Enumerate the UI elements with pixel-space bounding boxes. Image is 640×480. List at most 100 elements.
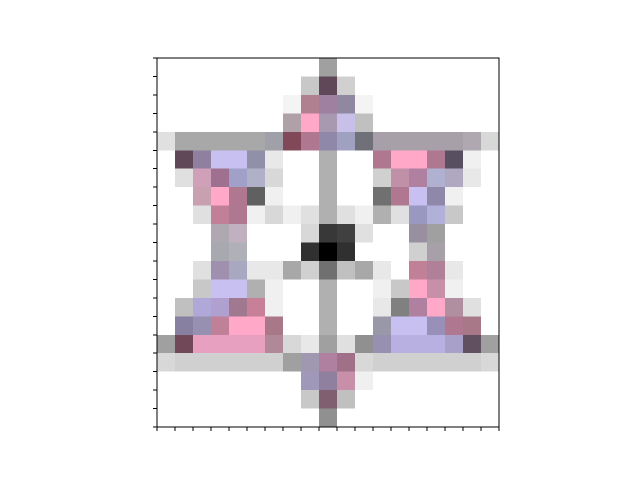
pixel [193, 334, 212, 354]
pixel [175, 408, 194, 428]
pixel [373, 94, 392, 114]
pixel [211, 334, 230, 354]
pixel [337, 260, 356, 280]
pixel [355, 334, 374, 354]
pixel [355, 131, 374, 151]
pixel [319, 150, 338, 170]
pixel [301, 205, 320, 225]
pixel [247, 76, 266, 96]
pixel [319, 390, 338, 410]
pixel [445, 131, 464, 151]
pixel [265, 408, 284, 428]
pixel [427, 187, 446, 207]
pixel [463, 168, 482, 188]
pixel [283, 316, 302, 336]
pixel [157, 224, 176, 243]
pixel [463, 316, 482, 336]
pixel [409, 205, 428, 225]
pixel [463, 150, 482, 170]
pixel [373, 260, 392, 280]
pixel [283, 408, 302, 428]
pixel [481, 279, 500, 299]
pixel [247, 316, 266, 336]
pixel [157, 94, 176, 114]
pixel [157, 58, 176, 77]
pixel [427, 316, 446, 336]
pixel [229, 260, 248, 280]
pixel [355, 76, 374, 96]
pixel [373, 205, 392, 225]
pixel [481, 353, 500, 373]
pixel [445, 371, 464, 391]
pixel [319, 205, 338, 225]
pixel [283, 242, 302, 262]
pixel [409, 76, 428, 96]
pixel [445, 408, 464, 428]
pixel [337, 408, 356, 428]
pixel [427, 58, 446, 77]
pixel [301, 260, 320, 280]
pixel [391, 353, 410, 373]
pixel [337, 131, 356, 151]
pixel [373, 371, 392, 391]
pixel [481, 113, 500, 133]
pixel [175, 76, 194, 96]
pixel [337, 297, 356, 317]
pixel [391, 187, 410, 207]
pixel [283, 94, 302, 114]
pixel [373, 242, 392, 262]
pixel [247, 58, 266, 77]
pixel [481, 316, 500, 336]
pixel [229, 390, 248, 410]
pixel [355, 113, 374, 133]
pixel [175, 58, 194, 77]
pixel [319, 371, 338, 391]
pixel [229, 113, 248, 133]
pixel [265, 150, 284, 170]
pixel [283, 150, 302, 170]
pixel [391, 408, 410, 428]
pixel [445, 297, 464, 317]
pixel [337, 279, 356, 299]
pixel [427, 150, 446, 170]
pixel [175, 131, 194, 151]
pixel [355, 353, 374, 373]
pixel [373, 224, 392, 243]
pixel [265, 131, 284, 151]
pixel [319, 408, 338, 428]
pixel [247, 353, 266, 373]
pixel [427, 205, 446, 225]
pixel [265, 297, 284, 317]
pixel [391, 205, 410, 225]
pixel [265, 168, 284, 188]
pixel [355, 205, 374, 225]
pixel [409, 113, 428, 133]
pixel [193, 371, 212, 391]
pixel [481, 334, 500, 354]
pixel [157, 131, 176, 151]
pixel [211, 408, 230, 428]
pixel [427, 113, 446, 133]
pixel [247, 371, 266, 391]
pixel [193, 76, 212, 96]
pixel [157, 187, 176, 207]
pixel [229, 353, 248, 373]
pixel [283, 260, 302, 280]
pixel [391, 371, 410, 391]
pixel [265, 187, 284, 207]
pixel [157, 76, 176, 96]
pixel [445, 150, 464, 170]
pixel [211, 297, 230, 317]
pixel [463, 205, 482, 225]
pixel [283, 297, 302, 317]
pixel [283, 334, 302, 354]
pixel [175, 353, 194, 373]
pixel [445, 76, 464, 96]
pixel [175, 94, 194, 114]
pixel [193, 131, 212, 151]
pixel [175, 187, 194, 207]
pixel [283, 205, 302, 225]
pixel [229, 279, 248, 299]
pixel [409, 390, 428, 410]
pixel [391, 224, 410, 243]
